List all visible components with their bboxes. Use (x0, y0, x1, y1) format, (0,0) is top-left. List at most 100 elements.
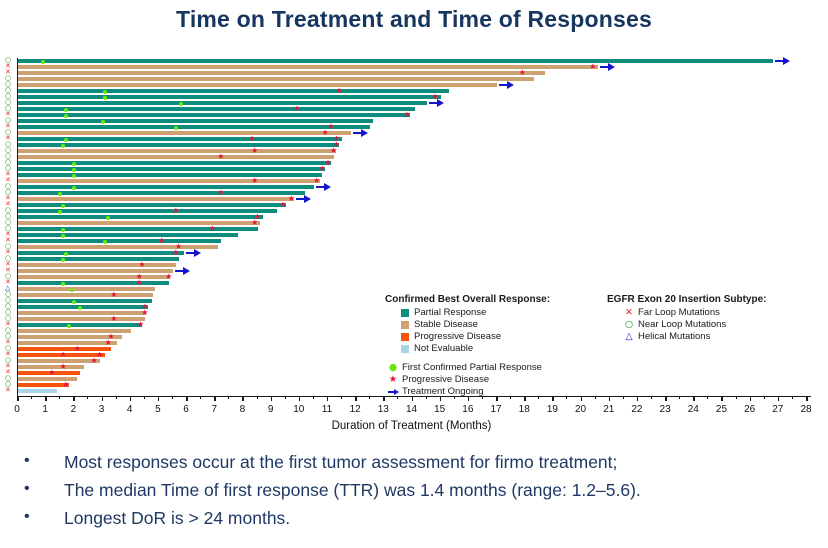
bullet-text: The median Time of first response (TTR) … (64, 480, 641, 500)
x-axis-tick-labels: 0 1 2 3 4 5 6 7 8 9 10 11 12 13 14 15 16 17 18 19 20 21 22 23 24… (14, 404, 812, 416)
axis-tick-label: 26 (744, 404, 756, 415)
legend-marker-item: ● First Confirmed Partial Response (387, 362, 550, 373)
treatment-bar (18, 131, 351, 135)
swimmer-row: ○ ★ (5, 380, 806, 389)
first-response-dot-icon: ● (388, 362, 398, 373)
axis-tick-label: 13 (377, 404, 389, 415)
progression-star-icon: ★ (518, 68, 526, 77)
progression-star-icon: ★ (172, 206, 180, 215)
x-mutation-icon: ✕ (625, 307, 633, 318)
progression-star-icon: ★ (90, 356, 98, 365)
near-mutation-icon: ○ (5, 290, 12, 298)
first-response-dot-icon (69, 287, 74, 292)
progression-star-icon: ★ (138, 260, 146, 269)
legend-item-pd: Progressive Disease (401, 331, 550, 342)
far-mutation-icon: ✕ (5, 350, 11, 358)
treatment-bar (18, 161, 331, 165)
progression-star-icon: ★ (158, 236, 166, 245)
first-response-dot-icon (58, 209, 63, 214)
treatment-bar (18, 293, 154, 297)
treatment-bar (18, 59, 774, 63)
progression-star-icon: ★ (48, 368, 56, 377)
axis-tick-label: 28 (800, 404, 812, 415)
axis-tick (453, 396, 455, 399)
swimmer-row: ○ ★ (5, 158, 806, 167)
treatment-bar (18, 155, 334, 159)
swimmer-row: ○ ★ ★ (5, 272, 806, 281)
far-mutation-icon: ✕ (5, 200, 11, 208)
axis-tick-label: 24 (687, 404, 699, 415)
legend-item-ne: Not Evaluable (401, 343, 550, 354)
bullet-icon: • (24, 452, 30, 469)
swimmer-row: ○ ★ (5, 332, 806, 341)
axis-tick (566, 396, 568, 399)
swimmer-row: ✕ ★ (5, 278, 806, 287)
swimmer-row: ○ ★ (5, 206, 806, 215)
progression-star-icon: ★ (388, 374, 398, 385)
axis-tick (31, 396, 33, 399)
near-mutation-icon: ○ (5, 272, 12, 280)
treatment-bar (18, 311, 147, 315)
near-mutation-icon: ○ (5, 158, 12, 166)
near-mutation-icon: ○ (5, 116, 12, 124)
legend-item-o-mutation: ○ Near Loop Mutations (623, 319, 766, 330)
progression-star-icon: ★ (59, 350, 67, 359)
axis-tick (87, 396, 89, 399)
far-mutation-icon: ✕ (5, 122, 11, 130)
treatment-bar (18, 95, 441, 99)
axis-tick (355, 396, 357, 401)
first-response-dot-icon (72, 173, 77, 178)
near-mutation-icon: ○ (5, 128, 12, 136)
treatment-bar (18, 143, 340, 147)
first-response-dot-icon (66, 323, 71, 328)
swimmer-row: ✕ ★ ★ (5, 176, 806, 185)
progression-star-icon: ★ (403, 110, 411, 119)
far-mutation-icon: ✕ (5, 230, 11, 238)
progression-star-icon: ★ (172, 248, 180, 257)
swimmer-row: ○ (5, 375, 806, 382)
treatment-bar (18, 191, 306, 195)
far-mutation-icon: ✕ (5, 266, 11, 274)
swimmer-row: ○ ★ (5, 314, 806, 323)
axis-tick (200, 396, 202, 399)
near-mutation-icon: ○ (5, 152, 12, 160)
treatment-bar (18, 137, 343, 141)
axis-tick (129, 396, 132, 401)
swimmer-row: ✕ ★ (5, 248, 806, 257)
ongoing-arrow-icon (428, 99, 444, 107)
progression-star-icon: ★ (136, 320, 145, 329)
axis-tick-label: 22 (631, 404, 643, 415)
axis-tick (749, 396, 752, 401)
progression-star-icon: ★ (251, 176, 259, 185)
triangle-mutation-icon: △ (625, 331, 633, 342)
progression-star-icon: ★ (335, 86, 343, 95)
treatment-bar (18, 275, 171, 279)
axis-tick-label: 23 (659, 404, 671, 415)
progression-star-icon: ★ (318, 164, 326, 173)
treatment-bar (18, 149, 337, 153)
progression-star-icon: ★ (73, 344, 81, 353)
swimmer-row: ✕ ★ (5, 320, 806, 329)
axis-tick-label: 14 (405, 404, 418, 415)
swimmer-row: ○ ★ (5, 290, 806, 299)
progression-star-icon: ★ (135, 278, 143, 287)
treatment-bar (18, 233, 238, 237)
axis-tick-label: 18 (518, 404, 530, 415)
legend-item-label: Partial Response (414, 307, 487, 318)
near-mutation-icon: ○ (5, 374, 12, 382)
axis-tick-label: 1 (42, 404, 48, 415)
swimmer-row: ○ ★ (5, 308, 806, 317)
axis-tick-label: 0 (14, 404, 20, 415)
treatment-bar (18, 269, 173, 273)
summary-bullets: • Most responses occur at the first tumo… (22, 452, 812, 536)
x-axis-line (17, 396, 811, 397)
progression-star-icon: ★ (141, 302, 149, 311)
swimmer-row: ✕ ★ (5, 110, 806, 119)
swimmer-row: ✕ ★ (5, 122, 806, 131)
first-response-dot-icon (103, 89, 108, 94)
progression-star-icon: ★ (251, 218, 259, 227)
swimmer-row: ○ ★ (5, 344, 806, 353)
treatment-bar (18, 197, 295, 201)
swimmer-row: ○ ★ (5, 152, 806, 161)
swimmer-row: △ (5, 285, 806, 292)
